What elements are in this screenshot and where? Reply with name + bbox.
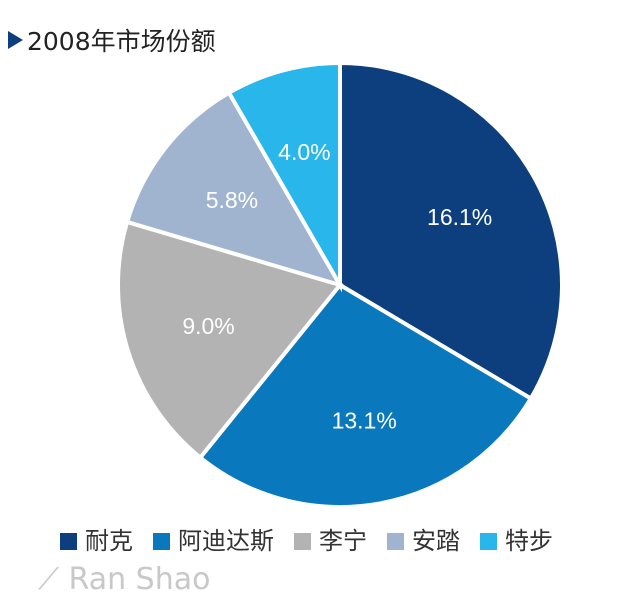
legend: 耐克 阿迪达斯 李宁 安踏 特步 bbox=[60, 527, 553, 555]
pie-slice-0 bbox=[338, 60, 564, 402]
data-label-2: 9.0% bbox=[182, 313, 234, 339]
pie-slice-4 bbox=[226, 60, 342, 293]
legend-swatch bbox=[387, 532, 404, 550]
data-label-0: 16.1% bbox=[427, 204, 492, 230]
legend-swatch bbox=[480, 532, 497, 550]
legend-item-2: 李宁 bbox=[294, 527, 367, 555]
pie-slice-1 bbox=[197, 282, 534, 509]
watermark-logo-icon: ⟋ bbox=[38, 562, 69, 597]
legend-label: 特步 bbox=[505, 527, 553, 555]
legend-swatch bbox=[153, 532, 170, 550]
triangle-bullet-icon bbox=[8, 31, 23, 49]
legend-label: 耐克 bbox=[85, 527, 133, 555]
pie-slice-2 bbox=[116, 219, 344, 461]
pie-slice-3 bbox=[124, 90, 345, 289]
legend-label: 阿迪达斯 bbox=[178, 527, 274, 555]
legend-item-3: 安踏 bbox=[387, 527, 460, 555]
chart-title-text: 2008年市场份额 bbox=[27, 27, 216, 56]
legend-label: 李宁 bbox=[319, 527, 367, 555]
watermark-text: Ran Shao bbox=[68, 562, 211, 597]
data-label-4: 4.0% bbox=[278, 139, 330, 165]
legend-label: 安踏 bbox=[412, 527, 460, 555]
legend-item-1: 阿迪达斯 bbox=[153, 527, 274, 555]
data-label-3: 5.8% bbox=[206, 187, 258, 213]
watermark: ⟋ Ran Shao bbox=[38, 563, 210, 597]
legend-item-4: 特步 bbox=[480, 527, 553, 555]
legend-item-0: 耐克 bbox=[60, 527, 133, 555]
legend-swatch bbox=[294, 532, 311, 550]
chart-title: 2008年市场份额 bbox=[8, 22, 216, 58]
legend-swatch bbox=[60, 532, 77, 550]
data-label-1: 13.1% bbox=[332, 407, 397, 433]
